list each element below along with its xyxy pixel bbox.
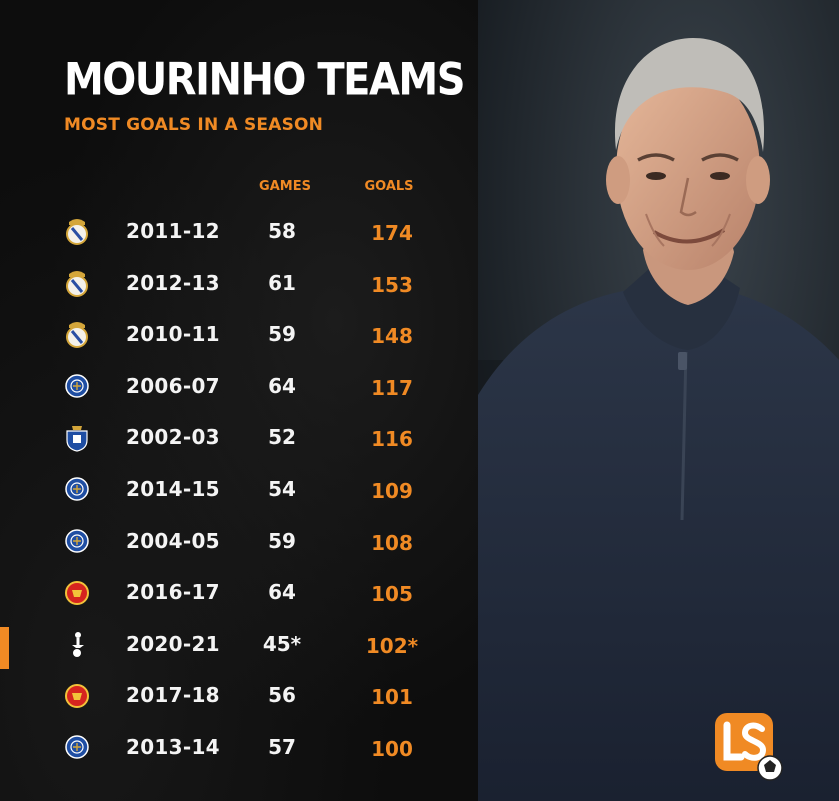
- table-row: 2017-18 56 101: [0, 678, 478, 718]
- tottenham-crest-icon: [64, 629, 90, 659]
- games-column-header: GAMES: [259, 179, 311, 194]
- man-united-crest-icon: [64, 680, 90, 710]
- goals-value: 102*: [365, 633, 419, 658]
- real-madrid-crest-icon: [64, 216, 90, 246]
- page-title: MOURINHO TEAMS: [64, 54, 466, 106]
- coach-photo-illustration: [478, 0, 839, 801]
- games-value: 58: [268, 219, 296, 243]
- coach-photo: [478, 0, 839, 801]
- games-value: 52: [268, 425, 296, 450]
- games-value: 59: [268, 322, 296, 347]
- games-value: 54: [268, 477, 296, 501]
- goals-value: 116: [371, 427, 413, 452]
- real-madrid-crest-icon: [64, 319, 90, 349]
- games-value: 59: [268, 528, 296, 553]
- table-row: 2010-11 59 148: [0, 317, 478, 357]
- real-madrid-crest-icon: [64, 268, 90, 298]
- porto-crest-icon: [64, 422, 90, 453]
- goals-column-header: GOALS: [364, 179, 414, 194]
- man-united-crest-icon: [64, 577, 90, 607]
- season-label: 2011-12: [126, 219, 220, 243]
- goals-value: 174: [371, 221, 413, 245]
- season-label: 2012-13: [126, 270, 220, 295]
- table-row: 2016-17 64 105: [0, 575, 478, 615]
- table-row: 2020-21 45* 102*: [0, 627, 478, 667]
- goals-value: 148: [371, 324, 413, 349]
- games-value: 45*: [262, 631, 302, 656]
- goals-value: 100: [371, 737, 413, 761]
- highlight-marker: [0, 627, 9, 669]
- table-row: 2012-13 61 153: [0, 266, 478, 306]
- season-label: 2010-11: [126, 322, 220, 347]
- games-value: 57: [268, 735, 296, 759]
- season-label: 2016-17: [126, 580, 220, 605]
- table-row: 2011-12 58 174: [0, 214, 478, 254]
- table-row: 2002-03 52 116: [0, 420, 478, 460]
- page-subtitle: MOST GOALS IN A SEASON: [64, 115, 324, 135]
- season-label: 2020-21: [126, 631, 220, 656]
- season-label: 2014-15: [126, 477, 220, 501]
- games-value: 64: [268, 373, 296, 398]
- goals-value: 105: [371, 582, 413, 607]
- goals-value: 117: [371, 375, 413, 400]
- chelsea-crest-icon: [64, 732, 90, 762]
- games-value: 61: [268, 270, 296, 295]
- chelsea-crest-icon: [64, 474, 90, 504]
- season-label: 2017-18: [126, 683, 220, 708]
- season-label: 2004-05: [126, 528, 220, 553]
- games-value: 64: [268, 580, 296, 605]
- table-row: 2014-15 54 109: [0, 472, 478, 512]
- goals-value: 108: [371, 530, 413, 555]
- games-value: 56: [268, 683, 296, 708]
- chelsea-crest-icon: [64, 526, 90, 556]
- ls-logo-icon: [715, 713, 785, 783]
- goals-value: 109: [371, 479, 413, 503]
- table-row: 2013-14 57 100: [0, 730, 478, 770]
- table-row: 2006-07 64 117: [0, 369, 478, 409]
- season-label: 2013-14: [126, 735, 220, 759]
- table-row: 2004-05 59 108: [0, 524, 478, 564]
- goals-value: 101: [371, 685, 413, 710]
- left-panel: [0, 0, 478, 801]
- goals-value: 153: [371, 272, 413, 297]
- season-label: 2006-07: [126, 373, 220, 398]
- chelsea-crest-icon: [64, 371, 90, 401]
- season-label: 2002-03: [126, 425, 220, 450]
